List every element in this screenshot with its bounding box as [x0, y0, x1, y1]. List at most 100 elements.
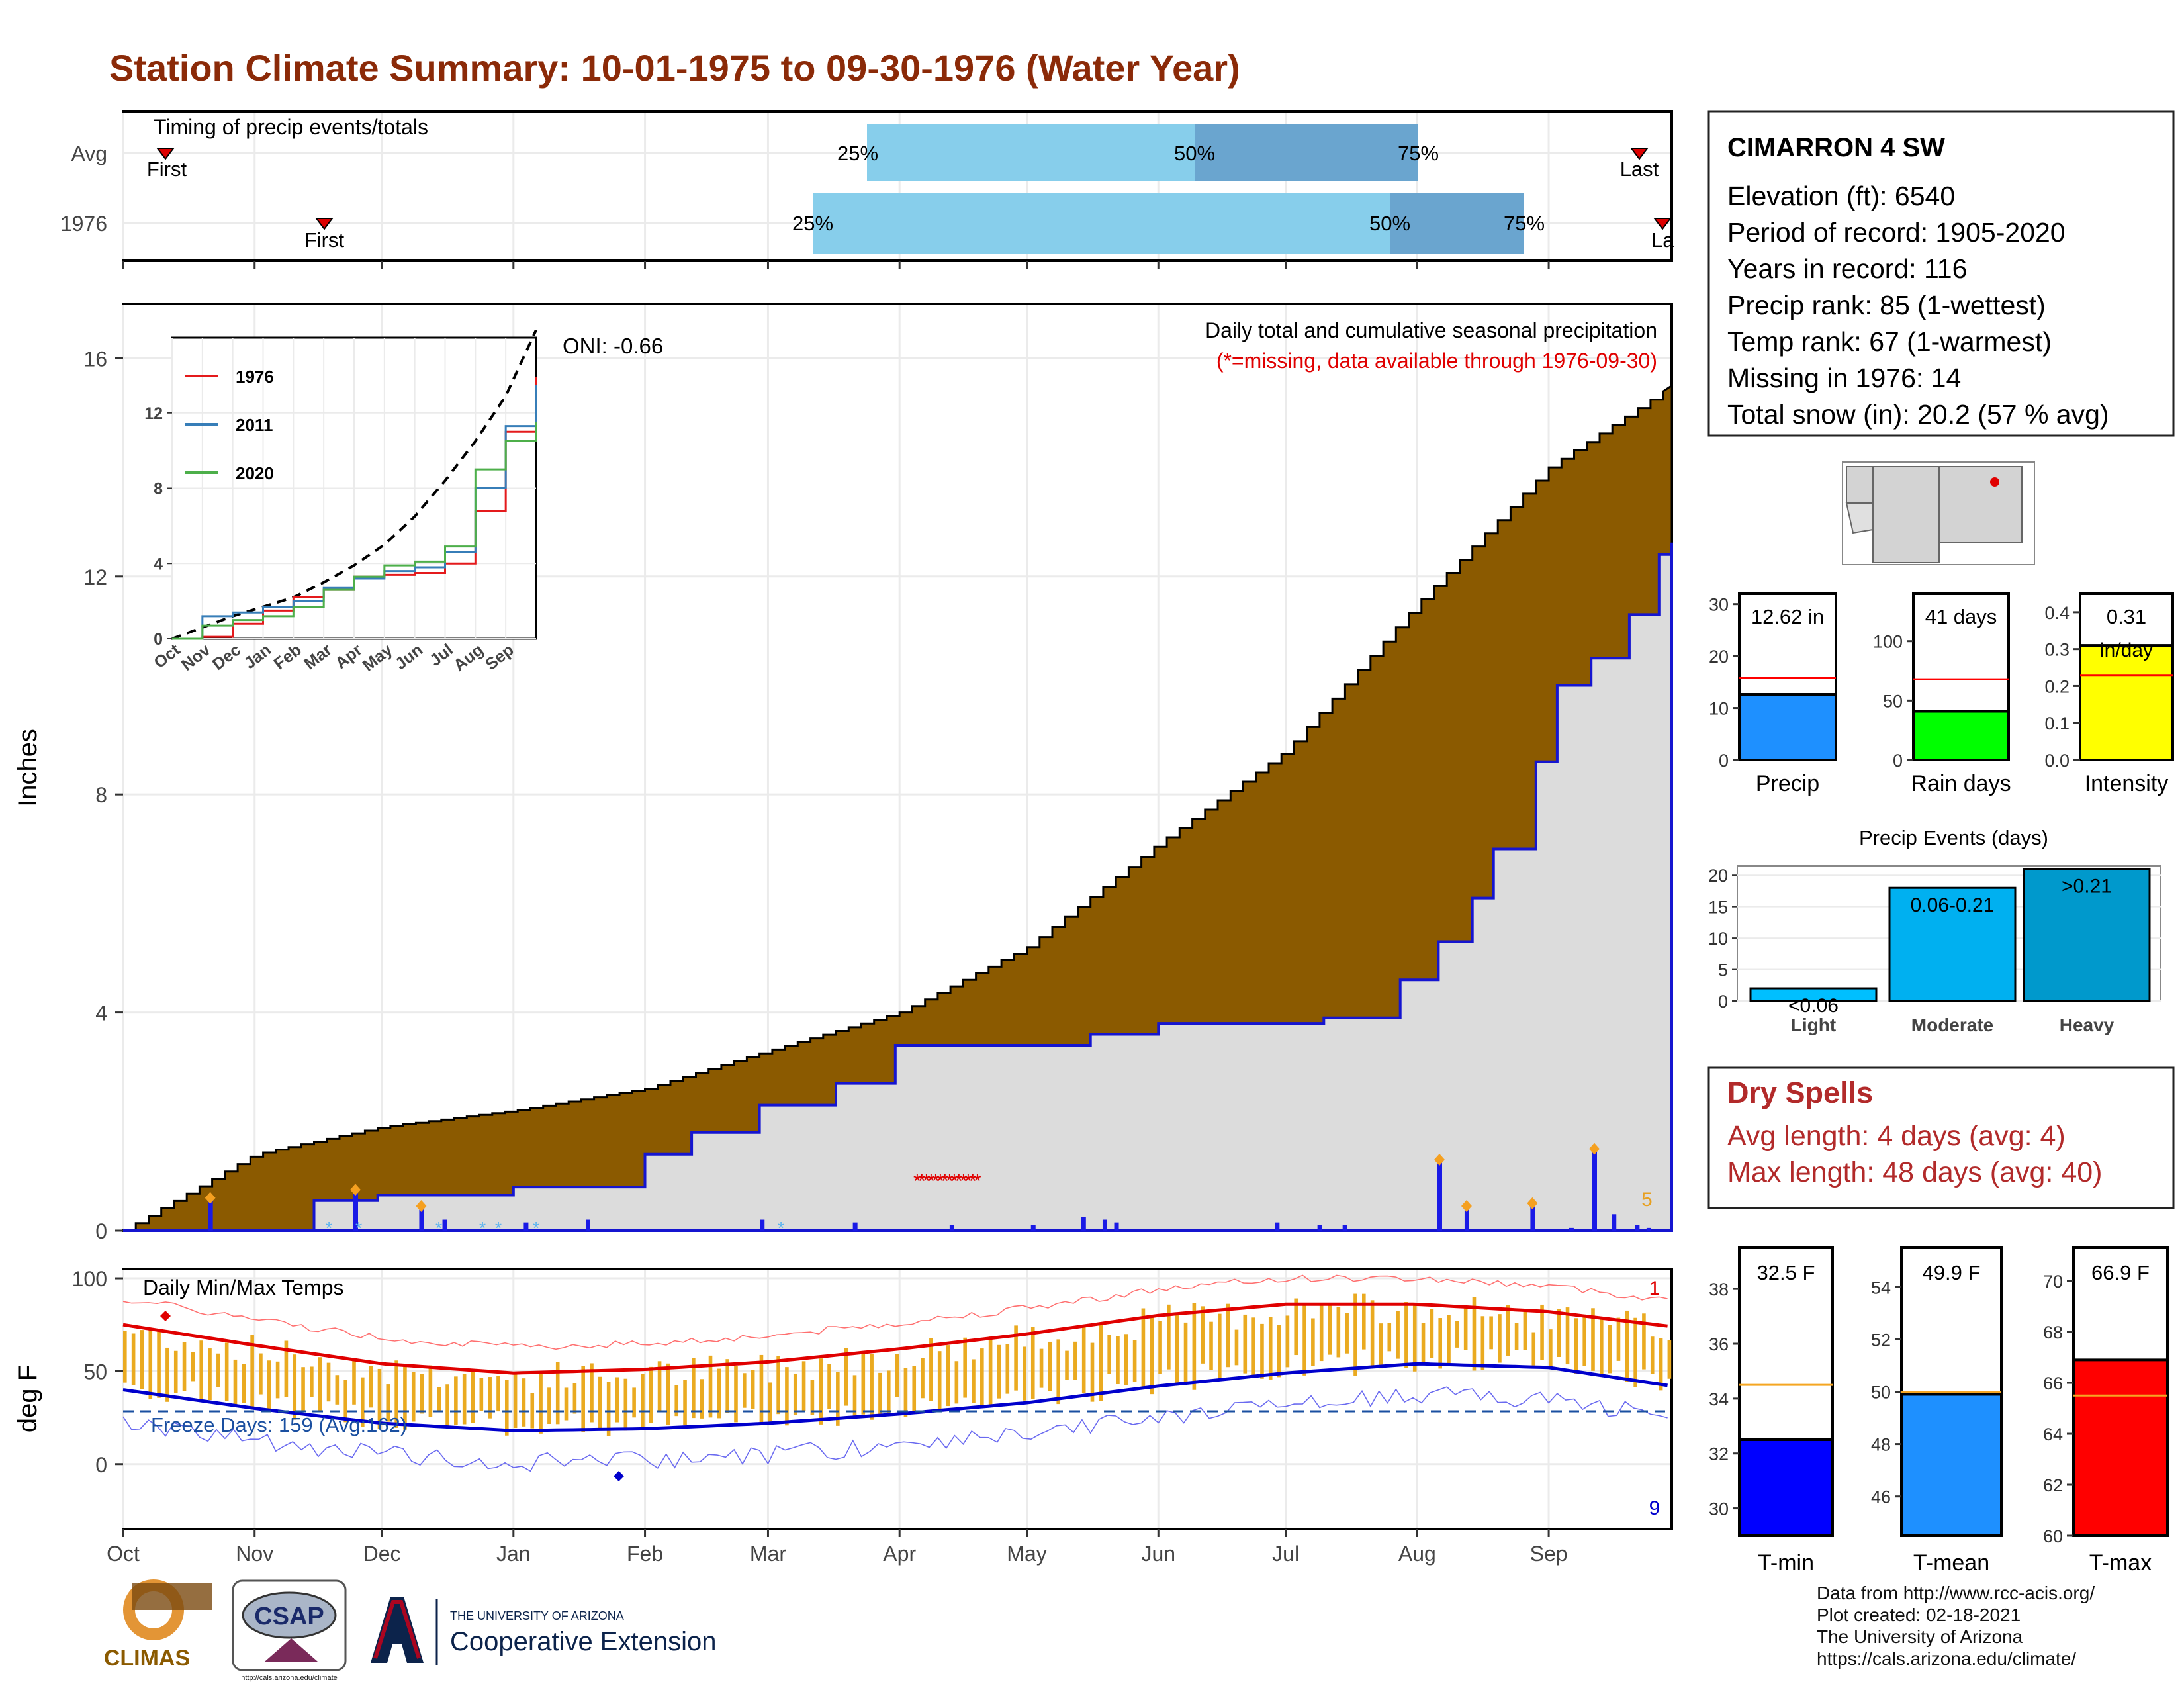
intensity-tick-label: 0.4 [2044, 603, 2070, 623]
daily-precip-bar [1081, 1217, 1086, 1231]
temp-range-bar [1065, 1350, 1069, 1380]
missing-marker: * [969, 1170, 977, 1192]
events-tick-label: 0 [1718, 992, 1728, 1011]
avg-first-label: First [147, 158, 187, 181]
rain-days-bar [1912, 710, 2010, 761]
temp-range-bar [1438, 1318, 1442, 1369]
page-title: Station Climate Summary: 10-01-1975 to 0… [109, 47, 1240, 89]
tmean-tick-label: 48 [1871, 1435, 1891, 1455]
temp-range-bar [555, 1362, 560, 1425]
avg-last-label: Last [1620, 158, 1659, 181]
climas-logo: CLIMAS [104, 1579, 212, 1671]
temp-range-bar [1430, 1309, 1434, 1358]
avg-25-50-bar [867, 124, 1195, 181]
tmin-tick-label: 30 [1709, 1499, 1729, 1519]
temp-range-bar [810, 1380, 815, 1415]
temp-range-bar [1353, 1293, 1357, 1376]
y1976-last-marker [1653, 218, 1672, 230]
y1976-first-marker [315, 218, 334, 230]
temp-range-bar [844, 1348, 848, 1406]
daily-precip-bar [1114, 1222, 1119, 1231]
temp-range-bar [259, 1353, 263, 1395]
missing-marker: * [923, 1170, 931, 1192]
month-label: Jun [1141, 1542, 1175, 1566]
events-bar [1749, 987, 1878, 1002]
rain-days-value: 41 days [1925, 605, 1997, 628]
temp-range-bar [641, 1374, 645, 1429]
missing-marker: * [936, 1170, 944, 1192]
y1976-p50-label: 50% [1369, 212, 1410, 235]
temp-range-bar [335, 1375, 340, 1405]
temp-range-bar [903, 1368, 908, 1417]
temp-range-bar [674, 1385, 679, 1417]
station-line-missing: Missing in 1976: 14 [1727, 363, 1961, 393]
intensity-label: Intensity [2085, 771, 2169, 796]
temp-panel: 0 50 100 deg F Daily Min/Max Temps Freeze … [13, 1267, 1673, 1566]
tmax-tick-label: 68 [2043, 1323, 2063, 1342]
daily-precip-bar [1342, 1225, 1347, 1231]
events-bar-label: >0.21 [2062, 876, 2112, 898]
temp-range-bar [615, 1377, 619, 1423]
temp-range-bar [886, 1370, 891, 1416]
oni-label: ONI: -0.66 [563, 334, 663, 358]
missing-marker: * [946, 1170, 954, 1192]
daily-precip-bar [208, 1197, 213, 1231]
y1976-first-label: First [304, 228, 345, 252]
temp-range-bar [513, 1373, 518, 1429]
daily-precip-bar [852, 1222, 858, 1231]
temp-range-bar [123, 1331, 127, 1383]
temp-range-bar [921, 1358, 925, 1399]
temp-range-bar [191, 1352, 195, 1382]
daily-precip-bar [586, 1219, 590, 1231]
avg-first-marker [156, 148, 175, 160]
locator-map [1842, 461, 2035, 565]
tmin-tick-label: 36 [1709, 1335, 1729, 1354]
temp-range-bar [148, 1329, 153, 1399]
temp-range-bar [1268, 1317, 1273, 1380]
csap-logo: CSAP http://cals.arizona.edu/climate [232, 1579, 347, 1682]
temp-range-bar [1099, 1324, 1103, 1401]
missing-note: (*=missing, data available through 1976-… [1216, 349, 1657, 373]
temp-range-bar [208, 1348, 212, 1401]
temp-range-bar [1650, 1336, 1655, 1374]
intensity-tick-label: 0.1 [2044, 714, 2070, 733]
tmax-bar [2072, 1358, 2169, 1538]
daily-precip-bar [949, 1225, 954, 1231]
precip-y-tick-label: 12 [83, 565, 107, 589]
station-line-temp-rank: Temp rank: 67 (1-warmest) [1727, 326, 2052, 357]
daily-precip-bar [1646, 1227, 1651, 1231]
temp-y-tick-label: 100 [72, 1267, 107, 1291]
intensity-bar [2079, 644, 2174, 761]
missing-marker: * [974, 1170, 981, 1192]
temp-range-bar [352, 1359, 356, 1405]
tmax-tick-label: 64 [2043, 1425, 2063, 1444]
temp-range-bar [471, 1370, 475, 1423]
temp-range-bar [326, 1362, 331, 1402]
events-bar-label: 0.06-0.21 [1911, 894, 1995, 916]
temp-range-bar [343, 1380, 347, 1423]
temp-range-bar [403, 1366, 407, 1430]
temp-range-bar [1396, 1311, 1400, 1359]
temp-range-bar [131, 1333, 136, 1385]
temp-range-bar [504, 1380, 509, 1436]
ua-logo: THE UNIVERSITY OF ARIZONA Cooperative Ex… [371, 1597, 716, 1665]
temp-range-bar [895, 1354, 899, 1397]
temp-range-bar [224, 1342, 229, 1401]
temp-range-bar [785, 1367, 789, 1426]
station-line-snow: Total snow (in): 20.2 (57 % avg) [1727, 399, 2109, 430]
temp-range-bar [428, 1365, 433, 1417]
footer-line-org: The University of Arizona [1817, 1626, 2023, 1647]
temp-range-bar [301, 1367, 305, 1411]
tmean-tick-label: 46 [1871, 1487, 1891, 1507]
temp-range-bar [751, 1370, 755, 1409]
footer-line-created: Plot created: 02-18-2021 [1817, 1605, 2021, 1625]
avg-p25-label: 25% [837, 142, 878, 165]
rain-days-tick-label: 50 [1883, 691, 1903, 711]
temp-range-bar [1056, 1339, 1061, 1405]
snow-marker: * [479, 1218, 486, 1238]
temp-range-bar [1370, 1300, 1375, 1368]
temp-range-bar [1412, 1304, 1417, 1372]
station-location-dot [1990, 477, 1999, 487]
